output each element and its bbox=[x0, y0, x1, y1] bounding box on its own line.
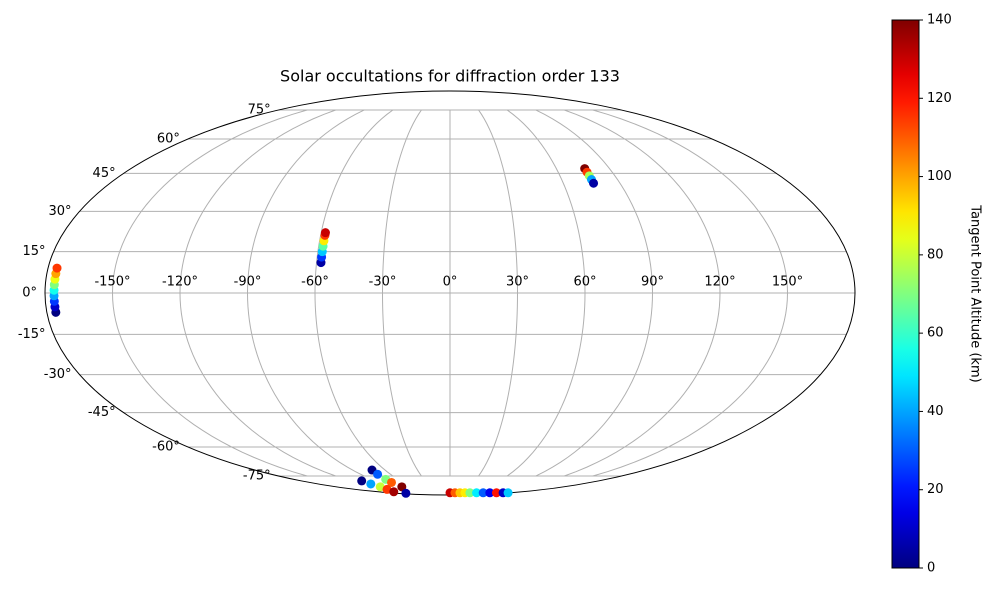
data-point bbox=[357, 476, 367, 486]
x-tick-label: 0° bbox=[443, 275, 458, 290]
data-point bbox=[472, 488, 482, 498]
data-point bbox=[401, 488, 411, 498]
data-point bbox=[397, 482, 407, 492]
x-tick-label: 90° bbox=[641, 275, 664, 290]
data-point bbox=[389, 487, 399, 497]
x-tick-label: 60° bbox=[573, 275, 596, 290]
data-point bbox=[320, 228, 330, 238]
data-point bbox=[366, 479, 376, 489]
colorbar-tick-label: 0 bbox=[927, 561, 935, 576]
y-tick-label: -30° bbox=[44, 367, 72, 382]
grid-line bbox=[179, 109, 336, 477]
grid-line bbox=[478, 109, 519, 477]
grid-line bbox=[314, 109, 394, 477]
x-tick-label: -120° bbox=[162, 275, 198, 290]
data-point bbox=[503, 488, 513, 498]
y-tick-label: 60° bbox=[157, 131, 180, 146]
grid-line bbox=[535, 109, 654, 477]
x-tick-label: -150° bbox=[94, 275, 130, 290]
x-tick-label: -30° bbox=[369, 275, 397, 290]
data-point bbox=[386, 477, 396, 487]
grid-line bbox=[381, 109, 422, 477]
x-tick-label: -90° bbox=[234, 275, 262, 290]
y-tick-label: -60° bbox=[152, 440, 180, 455]
data-point bbox=[373, 469, 383, 479]
chart-title: Solar occultations for diffraction order… bbox=[280, 67, 620, 86]
colorbar-tick-label: 20 bbox=[927, 482, 944, 497]
y-tick-label: 30° bbox=[48, 204, 71, 219]
data-point bbox=[465, 488, 475, 498]
y-tick-label: 0° bbox=[22, 286, 37, 301]
x-tick-label: 150° bbox=[772, 275, 803, 290]
grid-line bbox=[111, 109, 308, 477]
y-tick-label: -75° bbox=[243, 469, 271, 484]
colorbar-tick-label: 60 bbox=[927, 326, 944, 341]
x-tick-label: 30° bbox=[506, 275, 529, 290]
y-tick-label: -45° bbox=[88, 405, 116, 420]
data-point bbox=[589, 178, 599, 188]
colorbar-tick-label: 140 bbox=[927, 13, 952, 28]
colorbar-tick-label: 40 bbox=[927, 404, 944, 419]
data-point bbox=[52, 263, 62, 273]
data-point bbox=[382, 484, 392, 494]
colorbar-tick-label: 80 bbox=[927, 247, 944, 262]
colorbar-label: Tangent Point Altitude (km) bbox=[968, 204, 983, 382]
colorbar bbox=[891, 19, 920, 569]
colorbar-tick-label: 120 bbox=[927, 91, 952, 106]
data-point bbox=[478, 488, 488, 498]
x-tick-label: 120° bbox=[704, 275, 735, 290]
y-tick-label: 75° bbox=[248, 102, 271, 117]
data-point bbox=[485, 488, 495, 498]
y-tick-label: 45° bbox=[93, 166, 116, 181]
data-point bbox=[375, 482, 385, 492]
grid-line bbox=[506, 109, 586, 477]
x-tick-label: -60° bbox=[301, 275, 329, 290]
colorbar-tick-label: 100 bbox=[927, 169, 952, 184]
grid-line bbox=[564, 109, 721, 477]
grid-line bbox=[246, 109, 365, 477]
y-tick-label: 15° bbox=[23, 244, 46, 259]
y-tick-label: -15° bbox=[18, 327, 46, 342]
data-point bbox=[491, 488, 501, 498]
grid-line bbox=[592, 109, 789, 477]
